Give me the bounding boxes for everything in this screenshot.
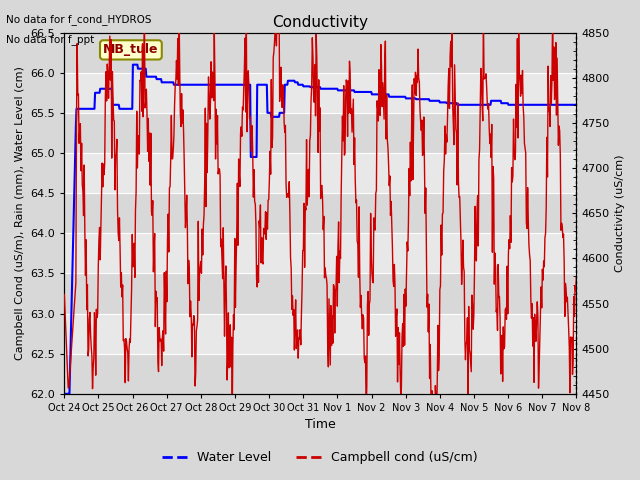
Bar bbox=[65, 193, 577, 233]
Bar bbox=[65, 113, 577, 153]
Y-axis label: Conductivity (uS/cm): Conductivity (uS/cm) bbox=[615, 155, 625, 272]
Bar bbox=[65, 72, 577, 113]
Bar bbox=[65, 354, 577, 394]
Text: No data for f_ppt: No data for f_ppt bbox=[6, 34, 95, 45]
Bar bbox=[65, 153, 577, 193]
Text: No data for f_cond_HYDROS: No data for f_cond_HYDROS bbox=[6, 14, 152, 25]
Y-axis label: Campbell Cond (uS/m), Rain (mm), Water Level (cm): Campbell Cond (uS/m), Rain (mm), Water L… bbox=[15, 66, 25, 360]
Legend: Water Level, Campbell cond (uS/cm): Water Level, Campbell cond (uS/cm) bbox=[157, 446, 483, 469]
Text: MB_tule: MB_tule bbox=[103, 43, 159, 56]
Bar bbox=[65, 33, 577, 72]
Bar bbox=[65, 233, 577, 274]
Bar bbox=[65, 313, 577, 354]
Title: Conductivity: Conductivity bbox=[273, 15, 369, 30]
X-axis label: Time: Time bbox=[305, 419, 336, 432]
Bar bbox=[65, 274, 577, 313]
